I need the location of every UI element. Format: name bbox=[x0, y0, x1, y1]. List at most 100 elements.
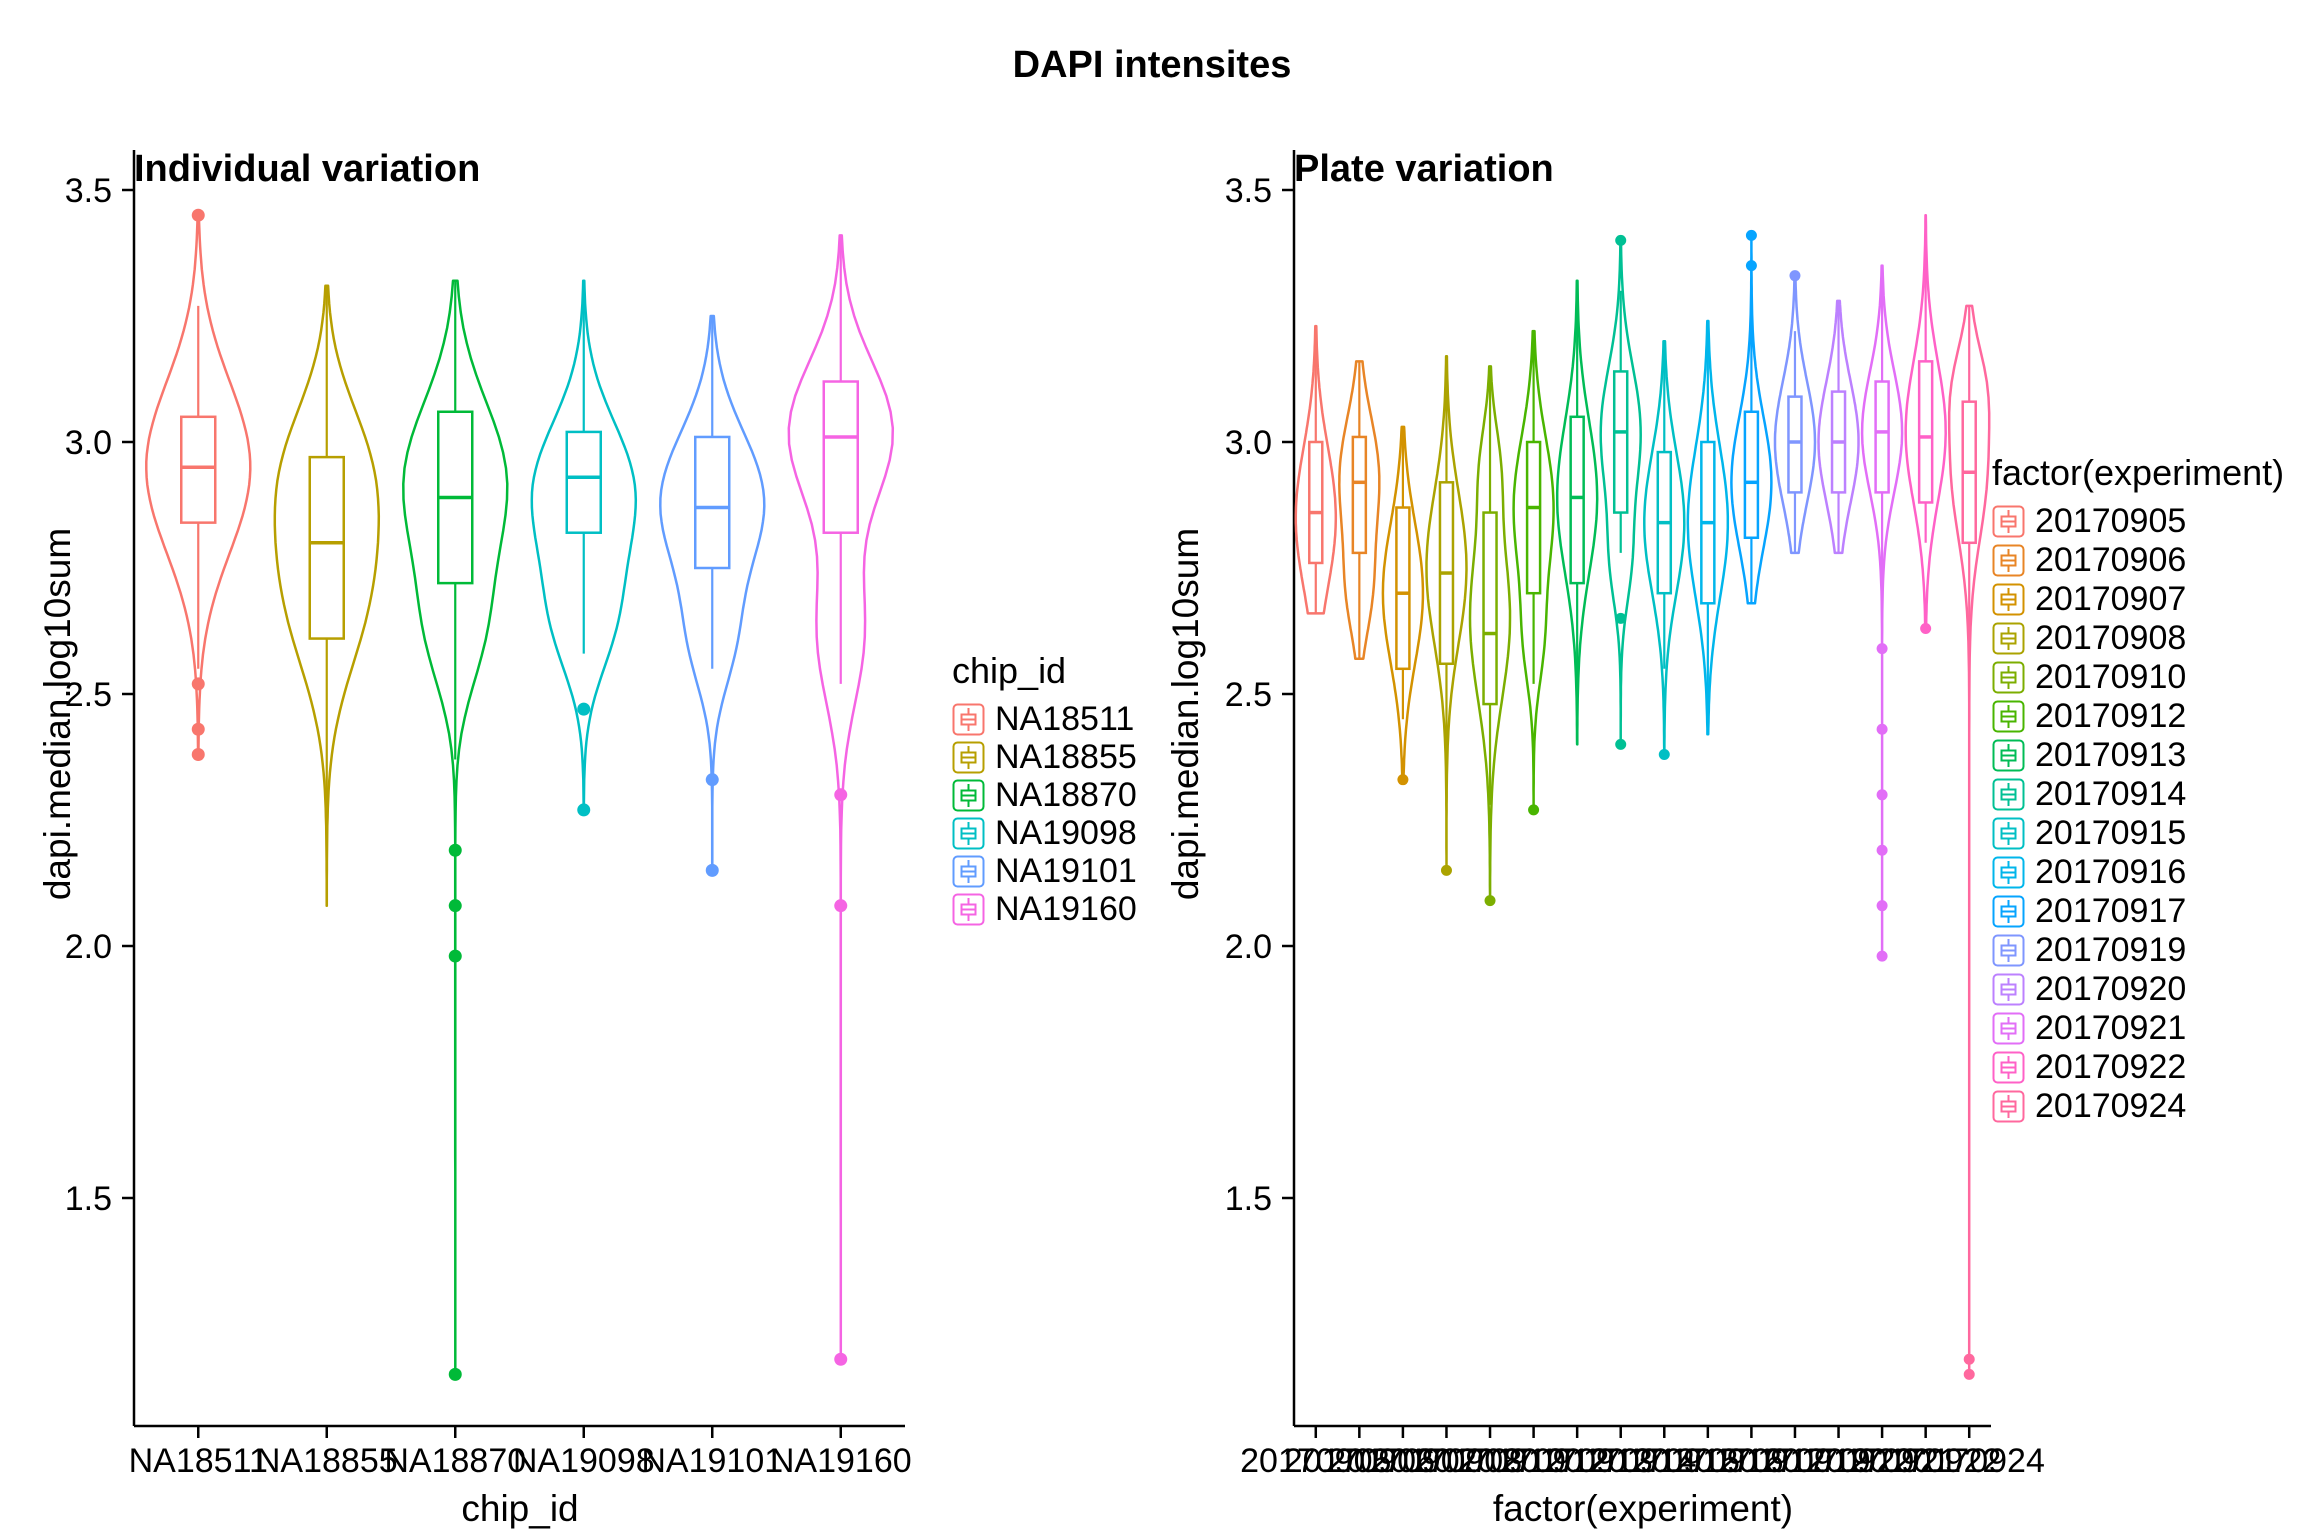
legend-item-NA18870: NA18870 bbox=[952, 776, 1137, 814]
x-tick-label: 20170913 bbox=[1502, 1442, 1653, 1480]
violin-NA19160 bbox=[787, 234, 895, 1366]
legend-item-NA19098: NA19098 bbox=[952, 814, 1137, 852]
legend-item-20170910: 20170910 bbox=[1992, 658, 2284, 697]
legend-experiment: factor(experiment) 20170905 20170906 20170… bbox=[1992, 452, 2284, 1126]
box bbox=[1351, 435, 1368, 555]
box bbox=[822, 380, 859, 534]
x-tick-label: 20170916 bbox=[1632, 1442, 1783, 1480]
outlier-point bbox=[448, 899, 462, 913]
legend-item-20170922: 20170922 bbox=[1992, 1048, 2284, 1087]
x-tick-label: NA19098 bbox=[513, 1442, 655, 1480]
box bbox=[1787, 395, 1803, 494]
legend-item-20170919: 20170919 bbox=[1992, 931, 2284, 970]
legend-item-20170916: 20170916 bbox=[1992, 853, 2284, 892]
legend-item-label: 20170916 bbox=[2035, 853, 2187, 891]
outlier-point bbox=[1528, 804, 1540, 816]
x-tick-label: 20170917 bbox=[1676, 1442, 1827, 1480]
x-tick-label: NA19160 bbox=[770, 1442, 912, 1480]
y-tick-label: 3.5 bbox=[1225, 172, 1272, 210]
outlier-point bbox=[1876, 643, 1888, 655]
x-tick-label: 20170920 bbox=[1763, 1442, 1914, 1480]
violin-20170907 bbox=[1381, 425, 1425, 786]
legend-item-20170924: 20170924 bbox=[1992, 1087, 2284, 1126]
legend-item-20170906: 20170906 bbox=[1992, 541, 2284, 580]
box bbox=[1743, 410, 1760, 540]
panel-plate: 1.52.02.53.03.52017090520170906201709072… bbox=[1225, 150, 2045, 1480]
legend-entries-experiment: 20170905 20170906 20170907 20170908 20170910… bbox=[1992, 502, 2284, 1126]
y-tick-label: 3.0 bbox=[65, 424, 112, 462]
outlier-point bbox=[191, 677, 205, 691]
y-axis-title-left: dapi.median.log10sum bbox=[37, 527, 78, 901]
box bbox=[1874, 380, 1890, 494]
legend-item-label: 20170906 bbox=[2035, 541, 2187, 579]
legend-item-label: 20170920 bbox=[2035, 970, 2187, 1008]
boxplot-key-icon bbox=[1992, 1090, 2025, 1123]
boxplot-key-icon bbox=[1992, 856, 2025, 889]
box bbox=[1917, 360, 1934, 504]
boxplot-key-icon bbox=[1992, 622, 2025, 655]
legend-item-20170913: 20170913 bbox=[1992, 736, 2284, 775]
legend-item-label: NA19101 bbox=[995, 851, 1137, 890]
legend-item-NA18855: NA18855 bbox=[952, 738, 1137, 776]
outlier-point bbox=[191, 722, 205, 736]
violin-NA19098 bbox=[530, 279, 638, 817]
outlier-point bbox=[1440, 864, 1452, 876]
box bbox=[565, 430, 602, 534]
box bbox=[308, 455, 345, 640]
panel-title-individual: Individual variation bbox=[134, 148, 481, 190]
outlier-point bbox=[1920, 622, 1932, 634]
outlier-point bbox=[705, 863, 719, 877]
legend-item-label: 20170908 bbox=[2035, 619, 2187, 657]
x-tick-label: 20170914 bbox=[1545, 1442, 1696, 1480]
x-tick-label: NA18870 bbox=[384, 1442, 526, 1480]
boxplot-key-icon bbox=[1992, 973, 2025, 1006]
legend-item-20170920: 20170920 bbox=[1992, 970, 2284, 1009]
boxplot-key-icon bbox=[1992, 661, 2025, 694]
y-tick-label: 2.0 bbox=[1225, 928, 1272, 966]
outlier-point bbox=[834, 1352, 848, 1366]
violin-20170913 bbox=[1555, 279, 1599, 746]
violin-20170906 bbox=[1338, 360, 1381, 660]
x-tick-label: 20170907 bbox=[1327, 1442, 1478, 1480]
legend-item-label: 20170907 bbox=[2035, 580, 2187, 618]
boxplot-key-icon bbox=[952, 741, 985, 773]
x-tick-label: 20170921 bbox=[1806, 1442, 1957, 1480]
violin-20170908 bbox=[1425, 355, 1468, 876]
outlier-point bbox=[1615, 738, 1627, 750]
box bbox=[1395, 506, 1411, 671]
y-tick-label: 3.5 bbox=[65, 172, 112, 210]
box bbox=[180, 415, 217, 524]
box bbox=[1525, 440, 1542, 595]
x-axis-title-left: chip_id bbox=[461, 1488, 579, 1529]
box bbox=[1569, 415, 1585, 585]
outlier-point bbox=[1615, 612, 1627, 624]
outlier-point bbox=[1963, 1353, 1975, 1365]
legend-item-label: NA18870 bbox=[995, 775, 1137, 814]
outlier-point bbox=[577, 803, 591, 817]
violin-20170914 bbox=[1599, 234, 1642, 750]
outlier-point bbox=[1745, 229, 1757, 241]
outlier-point bbox=[1876, 844, 1888, 856]
outlier-point bbox=[1658, 748, 1670, 760]
y-tick-label: 3.0 bbox=[1225, 424, 1272, 462]
x-tick-label: 20170908 bbox=[1371, 1442, 1522, 1480]
violin-20170921 bbox=[1860, 264, 1904, 962]
legend-item-label: NA18511 bbox=[995, 699, 1135, 738]
box bbox=[1482, 511, 1498, 706]
boxplot-key-icon bbox=[952, 703, 985, 735]
legend-title-experiment: factor(experiment) bbox=[1992, 452, 2285, 493]
legend-item-label: 20170914 bbox=[2035, 775, 2187, 813]
y-tick-label: 2.5 bbox=[1225, 676, 1272, 714]
outlier-point bbox=[577, 702, 591, 716]
y-tick-label: 2.5 bbox=[65, 676, 112, 714]
legend-entries-chip-id: NA18511 NA18855 NA18870 NA19098 NA19101 NA191… bbox=[952, 700, 1137, 928]
violin-20170912 bbox=[1512, 329, 1555, 816]
legend-item-label: 20170924 bbox=[2035, 1087, 2187, 1125]
outlier-point bbox=[834, 899, 848, 913]
violin-20170917 bbox=[1730, 229, 1773, 605]
violin-NA18511 bbox=[145, 208, 252, 761]
x-axis-title-right: factor(experiment) bbox=[1492, 1488, 1794, 1529]
outlier-point bbox=[191, 747, 205, 761]
legend-item-label: 20170921 bbox=[2035, 1009, 2187, 1047]
legend-title-chip-id: chip_id bbox=[952, 650, 1067, 691]
